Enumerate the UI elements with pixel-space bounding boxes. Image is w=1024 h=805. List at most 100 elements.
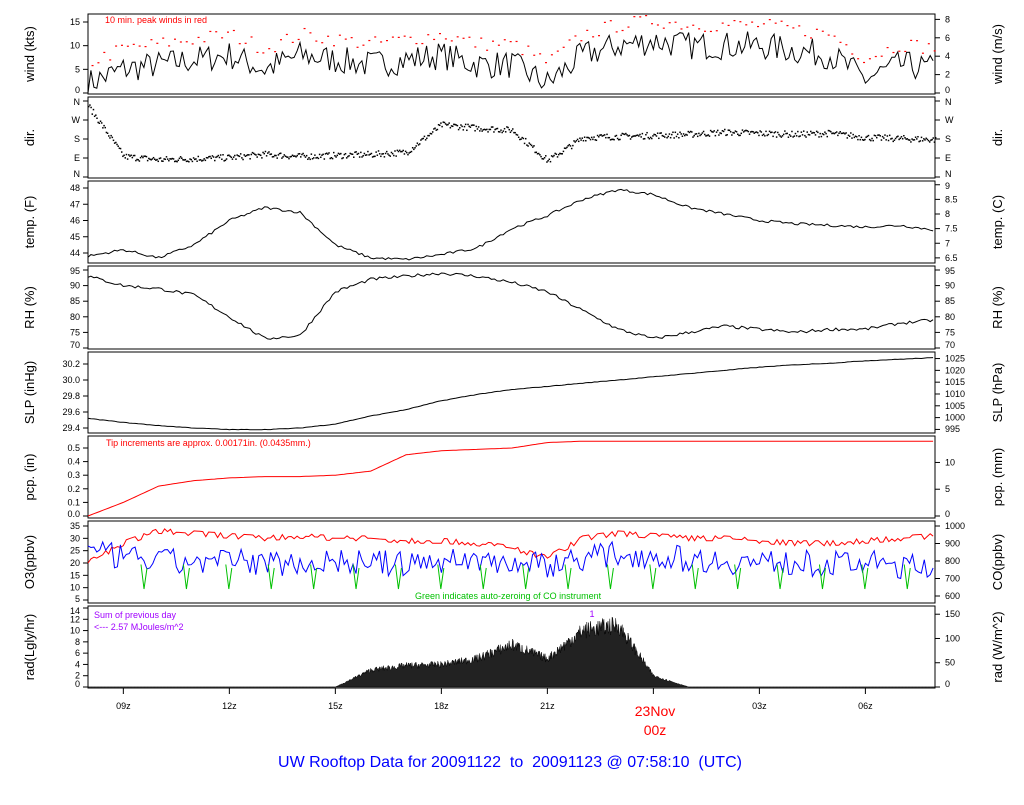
direction-point xyxy=(658,137,660,140)
direction-point xyxy=(221,158,223,161)
direction-point xyxy=(931,138,933,141)
co-zero-segment xyxy=(649,564,657,590)
direction-point xyxy=(467,123,469,126)
direction-point xyxy=(289,156,291,158)
direction-point xyxy=(622,133,625,135)
direction-point xyxy=(429,132,432,135)
direction-point xyxy=(189,158,191,160)
slp-line xyxy=(87,357,934,431)
direction-point xyxy=(738,134,740,137)
direction-point xyxy=(194,158,196,161)
right-tick-label: 0 xyxy=(945,509,950,519)
co-zero-segment xyxy=(691,564,699,590)
direction-point xyxy=(214,159,216,162)
direction-point xyxy=(595,139,598,142)
direction-point xyxy=(891,137,893,140)
peak-wind-mark xyxy=(474,46,477,48)
direction-point xyxy=(771,131,773,133)
peak-wind-mark xyxy=(185,41,188,43)
peak-wind-mark xyxy=(115,45,118,47)
left-tick-label: 0 xyxy=(75,85,80,95)
peak-wind-mark xyxy=(268,48,271,50)
peak-wind-mark xyxy=(603,21,606,23)
direction-point xyxy=(737,133,739,135)
direction-point xyxy=(418,143,421,145)
peak-wind-mark xyxy=(321,42,324,44)
direction-point xyxy=(349,152,351,155)
direction-point xyxy=(570,147,573,150)
direction-point xyxy=(161,160,163,162)
direction-point xyxy=(616,137,619,140)
peak-wind-mark xyxy=(786,24,789,27)
direction-point xyxy=(674,131,677,134)
direction-point xyxy=(401,150,403,153)
peak-wind-mark xyxy=(468,36,471,38)
direction-point xyxy=(608,136,611,139)
left-tick-label: N xyxy=(74,97,81,107)
direction-point xyxy=(916,138,918,140)
auto-zero-note: Green indicates auto-zeroing of CO instr… xyxy=(415,591,602,601)
direction-point xyxy=(357,152,360,155)
peak-wind-mark xyxy=(480,37,483,39)
direction-point xyxy=(248,154,250,156)
direction-point xyxy=(813,132,816,134)
right-tick-label: 50 xyxy=(945,658,955,668)
direction-point xyxy=(878,134,880,136)
direction-point xyxy=(439,124,441,127)
y-axis-label-right: rad (W/m^2) xyxy=(990,611,1005,682)
direction-point xyxy=(764,135,766,137)
direction-point xyxy=(510,129,513,132)
direction-point xyxy=(182,159,184,161)
direction-point xyxy=(859,138,861,141)
peak-wind-mark xyxy=(221,37,224,39)
peak-wind-mark xyxy=(868,58,871,60)
direction-point xyxy=(877,134,879,136)
direction-point xyxy=(790,135,792,137)
direction-point xyxy=(676,133,679,135)
right-tick-label: 2 xyxy=(945,70,950,80)
direction-point xyxy=(434,127,436,129)
direction-point xyxy=(905,138,907,140)
direction-point xyxy=(933,141,936,143)
direction-point xyxy=(341,157,343,160)
direction-point xyxy=(932,137,935,139)
direction-point xyxy=(592,138,594,141)
direction-point xyxy=(283,154,286,156)
direction-point xyxy=(393,154,395,157)
direction-point xyxy=(753,132,755,134)
peak-wind-mark xyxy=(215,31,218,33)
direction-point xyxy=(612,138,614,141)
direction-point xyxy=(855,136,858,138)
direction-point xyxy=(190,158,192,161)
direction-point xyxy=(292,155,295,157)
direction-point xyxy=(576,138,579,141)
direction-point xyxy=(686,134,688,136)
direction-point xyxy=(343,153,346,156)
direction-point xyxy=(377,150,380,152)
direction-point xyxy=(305,154,308,157)
right-tick-label: 1000 xyxy=(945,413,965,423)
direction-point xyxy=(871,137,873,140)
direction-point xyxy=(727,129,730,131)
direction-point xyxy=(682,133,685,135)
y-axis-label-left: temp. (F) xyxy=(22,196,37,249)
peak-wind-mark xyxy=(880,55,883,57)
direction-point xyxy=(805,136,807,138)
direction-point xyxy=(342,157,344,159)
direction-point xyxy=(126,158,129,160)
direction-point xyxy=(256,156,258,158)
direction-point xyxy=(354,151,356,154)
direction-point xyxy=(398,149,401,152)
co-zero-segment xyxy=(861,564,869,590)
peak-wind-mark xyxy=(686,26,689,28)
direction-point xyxy=(846,137,849,139)
left-tick-label: 2 xyxy=(75,671,80,681)
direction-point xyxy=(528,142,531,144)
direction-point xyxy=(423,135,426,138)
direction-point xyxy=(830,130,832,133)
direction-point xyxy=(400,150,402,153)
direction-point xyxy=(539,154,541,156)
direction-point xyxy=(508,128,510,131)
peak-wind-mark xyxy=(179,41,182,43)
direction-point xyxy=(464,123,467,126)
